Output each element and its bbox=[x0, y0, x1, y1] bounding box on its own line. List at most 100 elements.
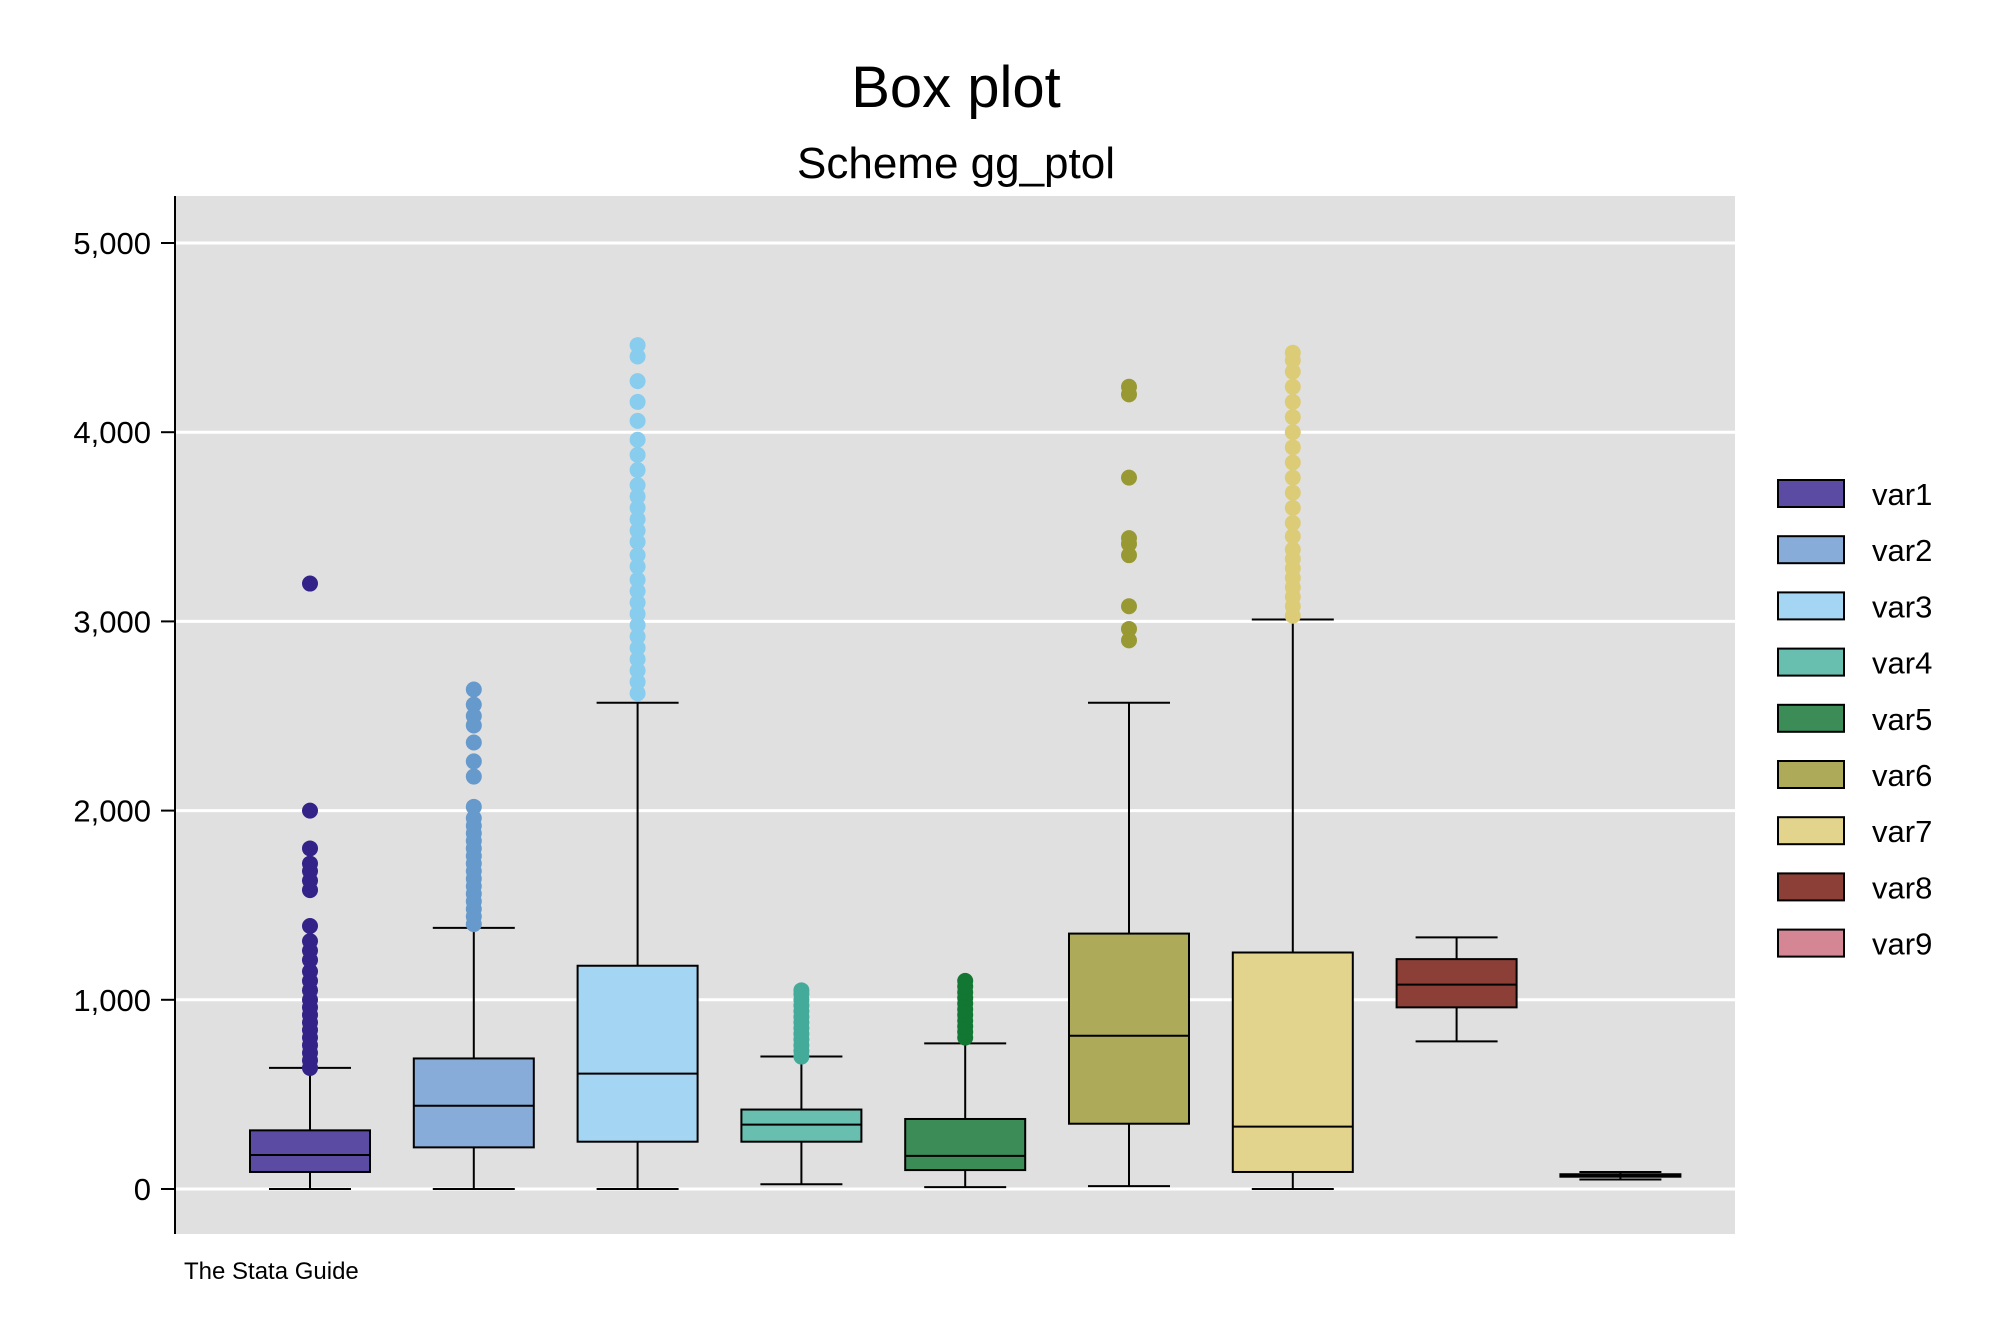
outlier-point bbox=[1284, 439, 1301, 456]
box-var5 bbox=[904, 972, 1027, 1189]
box-var7 bbox=[1231, 344, 1354, 1190]
outlier-point bbox=[1284, 363, 1301, 380]
outlier-point bbox=[629, 639, 646, 656]
legend-swatch bbox=[1777, 872, 1845, 902]
outlier-point bbox=[465, 696, 482, 713]
outlier-point bbox=[629, 511, 646, 528]
legend-item-var9: var9 bbox=[1777, 927, 1932, 962]
outlier-point bbox=[629, 594, 646, 611]
outlier-point bbox=[629, 431, 646, 448]
legend-label: var8 bbox=[1872, 870, 1932, 905]
iqr-box bbox=[576, 964, 699, 1143]
box-var4 bbox=[740, 982, 863, 1186]
y-tick-label: 1,000 bbox=[73, 983, 151, 1018]
outlier-point bbox=[629, 522, 646, 539]
outlier-point bbox=[302, 840, 318, 857]
outlier-point bbox=[629, 488, 646, 505]
outlier-point bbox=[302, 575, 318, 592]
y-axis-ticks: 0 1,000 2,000 3,000 4,000 5,000 bbox=[73, 226, 175, 1207]
legend-item-var7: var7 bbox=[1777, 814, 1932, 849]
iqr-box bbox=[904, 1117, 1027, 1172]
legend-label: var6 bbox=[1872, 758, 1932, 793]
outlier-point bbox=[1284, 499, 1301, 516]
legend-item-var5: var5 bbox=[1777, 702, 1932, 737]
outlier-point bbox=[629, 477, 646, 494]
legend-swatch bbox=[1777, 703, 1845, 733]
outlier-point bbox=[629, 412, 646, 429]
box-var6 bbox=[1068, 378, 1190, 1188]
outlier-point bbox=[629, 373, 646, 390]
legend-label: var9 bbox=[1872, 927, 1932, 962]
outlier-point bbox=[302, 918, 318, 935]
outlier-point bbox=[629, 547, 646, 564]
y-tick-label: 4,000 bbox=[73, 415, 151, 450]
outlier-point bbox=[629, 605, 646, 622]
outlier-point bbox=[629, 393, 646, 410]
outlier-point bbox=[629, 651, 646, 668]
iqr-box bbox=[1068, 932, 1190, 1125]
outlier-point bbox=[629, 558, 646, 575]
legend-item-var8: var8 bbox=[1777, 870, 1932, 905]
legend-swatch bbox=[1777, 535, 1845, 565]
legend-label: var7 bbox=[1872, 814, 1932, 849]
iqr-box bbox=[1231, 951, 1354, 1173]
outlier-point bbox=[465, 708, 482, 724]
legend-swatch bbox=[1777, 591, 1845, 621]
legend-item-var1: var1 bbox=[1777, 477, 1932, 512]
outlier-point bbox=[1284, 409, 1301, 426]
box-var9 bbox=[1559, 1170, 1682, 1181]
outlier-point bbox=[629, 662, 646, 679]
legend: var1 var2 var3 var4 var5 var6 var7 var8 var9 bbox=[1777, 477, 1932, 962]
iqr-box bbox=[1395, 958, 1518, 1009]
y-tick-label: 3,000 bbox=[73, 604, 151, 639]
legend-item-var2: var2 bbox=[1777, 533, 1932, 568]
legend-label: var4 bbox=[1872, 646, 1932, 681]
legend-swatch bbox=[1777, 816, 1845, 846]
legend-item-var3: var3 bbox=[1777, 589, 1932, 624]
grid-lines bbox=[175, 241, 1735, 1191]
outlier-point bbox=[629, 583, 646, 600]
outlier-point bbox=[465, 810, 482, 827]
outlier-point bbox=[629, 673, 646, 690]
outlier-point bbox=[302, 855, 318, 872]
box-var3 bbox=[576, 337, 699, 1190]
outlier-point bbox=[1121, 547, 1137, 564]
outlier-point bbox=[1121, 378, 1137, 395]
outlier-point bbox=[1284, 541, 1301, 558]
legend-label: var3 bbox=[1872, 589, 1932, 624]
outlier-point bbox=[629, 337, 646, 354]
outlier-point bbox=[1284, 454, 1301, 471]
outlier-point bbox=[629, 628, 646, 645]
outlier-point bbox=[465, 798, 482, 815]
outlier-point bbox=[629, 348, 646, 365]
plot-area bbox=[175, 196, 1735, 1234]
chart-title: Box plot bbox=[851, 55, 1061, 120]
outlier-point bbox=[1284, 424, 1301, 441]
outlier-point bbox=[957, 972, 974, 989]
outlier-point bbox=[302, 963, 318, 980]
y-tick-label: 0 bbox=[134, 1172, 151, 1207]
y-tick-label: 5,000 bbox=[73, 226, 151, 261]
box-var8 bbox=[1395, 936, 1518, 1043]
boxes bbox=[249, 337, 1682, 1190]
iqr-box bbox=[249, 1129, 371, 1173]
legend-label: var1 bbox=[1872, 477, 1932, 512]
legend-item-var4: var4 bbox=[1777, 646, 1932, 681]
outlier-point bbox=[302, 802, 318, 819]
outlier-point bbox=[1284, 484, 1301, 501]
outlier-point bbox=[629, 685, 646, 702]
legend-swatch bbox=[1777, 479, 1845, 508]
outlier-point bbox=[1284, 344, 1301, 361]
legend-swatch bbox=[1777, 647, 1845, 677]
outlier-point bbox=[1284, 393, 1301, 410]
outlier-point bbox=[1121, 469, 1137, 486]
outlier-point bbox=[1284, 515, 1301, 532]
outlier-point bbox=[1121, 620, 1137, 637]
outlier-point bbox=[629, 617, 646, 634]
chart-subtitle: Scheme gg_ptol bbox=[797, 139, 1115, 188]
outlier-point bbox=[302, 933, 318, 950]
y-tick-label: 2,000 bbox=[73, 794, 151, 829]
legend-swatch bbox=[1777, 760, 1845, 789]
outlier-point bbox=[793, 982, 810, 999]
